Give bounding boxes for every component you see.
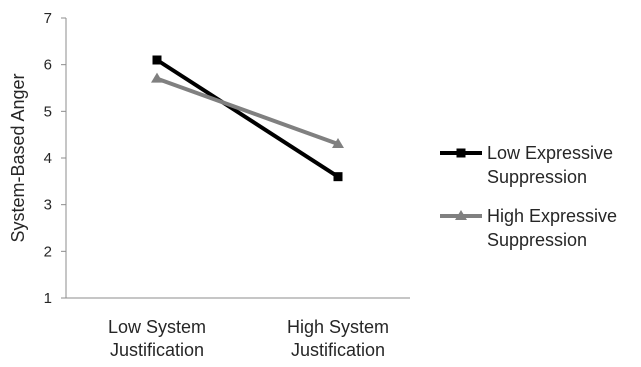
data-point — [151, 72, 163, 83]
text-line: Justification — [291, 340, 385, 360]
y-tick-label: 7 — [44, 10, 52, 27]
legend-entry: High Expressive Suppression — [440, 206, 617, 250]
y-tick-label: 5 — [44, 103, 52, 120]
y-tick-label: 1 — [44, 290, 52, 307]
x-category-label: High System Justification — [287, 317, 389, 360]
series-line — [156, 76, 339, 146]
y-tick-label: 6 — [44, 57, 52, 74]
data-point — [332, 138, 344, 148]
text-line: High System — [287, 317, 389, 337]
x-axis: Low System Justification High System Justif… — [66, 297, 410, 360]
text-line: Suppression — [487, 230, 587, 250]
series-layer — [151, 55, 344, 182]
y-tick-label: 4 — [44, 150, 52, 167]
series-line — [155, 58, 340, 179]
y-axis: 1 2 3 4 5 6 7 — [44, 10, 67, 307]
text-line: Justification — [110, 340, 204, 360]
data-point — [152, 55, 162, 65]
data-point — [333, 172, 343, 182]
text-line: Low Expressive — [487, 143, 613, 163]
legend-entry: Low Expressive Suppression — [440, 143, 613, 187]
x-category-label: Low System Justification — [108, 317, 206, 360]
y-tick-label: 3 — [44, 197, 52, 214]
legend-swatch-marker — [456, 148, 466, 158]
text-line: High Expressive — [487, 206, 617, 226]
text-line: Suppression — [487, 167, 587, 187]
legend-swatch-marker — [455, 210, 467, 220]
legend-label: Low Expressive Suppression — [487, 143, 613, 187]
y-axis-title: System-Based Anger — [8, 73, 28, 242]
text-line: Low System — [108, 317, 206, 337]
y-tick-label: 2 — [44, 243, 52, 260]
series-2 — [151, 72, 344, 148]
legend-label: High Expressive Suppression — [487, 206, 617, 250]
series-1 — [152, 55, 343, 182]
